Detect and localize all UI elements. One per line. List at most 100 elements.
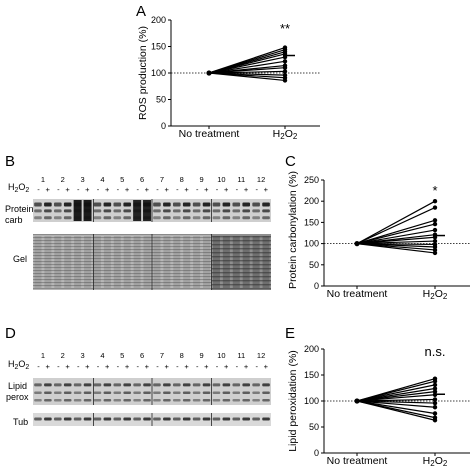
band [182,202,191,207]
data-line [356,400,436,404]
band [44,202,52,207]
y-tick-label: 150 [151,42,166,52]
treatment-sign: - [117,185,120,194]
band [252,216,260,220]
lane-number: 1 [41,351,45,360]
band [172,216,181,220]
band-heavy [133,200,142,221]
strip-label-tub: Tub [13,417,28,427]
data-point-treated [432,382,438,388]
band [63,391,72,394]
y-tick-label: 50 [156,95,166,105]
data-line [356,398,436,402]
band [252,391,260,394]
treatment-sign: - [216,362,219,371]
band [222,202,231,207]
data-point-treated [432,389,438,394]
band [153,399,161,402]
band [252,209,260,213]
gel-lane [44,236,52,288]
band [202,202,211,207]
data-line [356,400,436,415]
band [44,399,52,402]
band [83,383,92,387]
band [192,383,201,387]
data-point-treated [432,397,438,402]
band [172,399,181,402]
band [63,417,72,421]
data-point-treated [432,405,438,410]
band [113,216,122,220]
y-axis-label: Protein carbonylation (%) [287,171,299,289]
band [212,383,221,387]
gel-lane [74,236,82,288]
y-tick-label: 50 [309,260,319,270]
band [83,391,92,394]
lane-number: 10 [217,351,225,360]
treatment-sign: + [145,362,150,371]
category-label-h2o2: H2O2 [273,128,298,141]
band [172,391,181,394]
band [113,391,122,394]
treatment-sign: + [204,185,209,194]
band [182,399,191,402]
band [182,216,191,220]
treatment-sign: - [57,185,60,194]
band [163,383,171,387]
y-axis-label: Lipid peroxidation (%) [287,350,299,452]
lane-number: 3 [80,175,84,184]
gel-lane [222,236,230,288]
chart-protein-carbonylation: Protein carbonylation (%) 0 50 100 150 200 25… [287,171,470,301]
band [232,417,241,421]
treatment-sign: - [176,185,179,194]
treatment-sign: - [97,362,100,371]
lane-number: 2 [61,351,65,360]
y-tick-label: 200 [151,15,166,25]
band [232,391,241,394]
treatment-sign: + [184,362,189,371]
band [34,417,42,421]
band [44,391,52,394]
band [143,399,151,402]
y-tick-label: 150 [304,217,319,227]
band [133,383,141,387]
treatment-sign: + [125,362,130,371]
band [242,216,251,220]
band [113,417,122,421]
band [172,417,181,421]
band [73,399,82,402]
treatment-sign: + [264,185,269,194]
category-label-h2o2: H2O2 [423,288,448,301]
lane-numbers: 1 2 3 4 5 6 7 8 9 10 11 12 [41,175,265,184]
chart-lipid-peroxidation: Lipid peroxidation (%) 0 50 100 150 200 No t… [287,344,470,467]
band [242,399,251,402]
band [53,383,62,387]
band [123,399,132,402]
band [63,209,72,213]
band [103,417,112,421]
chart-ros-production: ROS production (%) 0 50 100 150 200 No treat… [137,15,320,141]
lane-number: 4 [100,351,104,360]
gel-lane [123,236,131,288]
y-tick-label: 100 [304,396,319,406]
treatment-sign: - [117,362,120,371]
band [172,209,181,213]
band-heavy [143,200,152,221]
gel-lane [34,236,42,288]
y-tick-label: 200 [304,344,319,354]
band [153,383,161,387]
band [44,216,52,220]
lane-number: 9 [199,351,203,360]
band [93,209,102,213]
band [262,202,270,207]
band [182,383,191,387]
lane-number: 4 [100,175,104,184]
gel-lane [93,236,101,288]
band [242,417,251,421]
data-point-treated [432,221,438,227]
treatment-sign: + [85,362,90,371]
data-line [356,394,436,402]
band [222,216,231,220]
band-heavy [73,200,82,221]
treatment-sign: + [244,185,249,194]
